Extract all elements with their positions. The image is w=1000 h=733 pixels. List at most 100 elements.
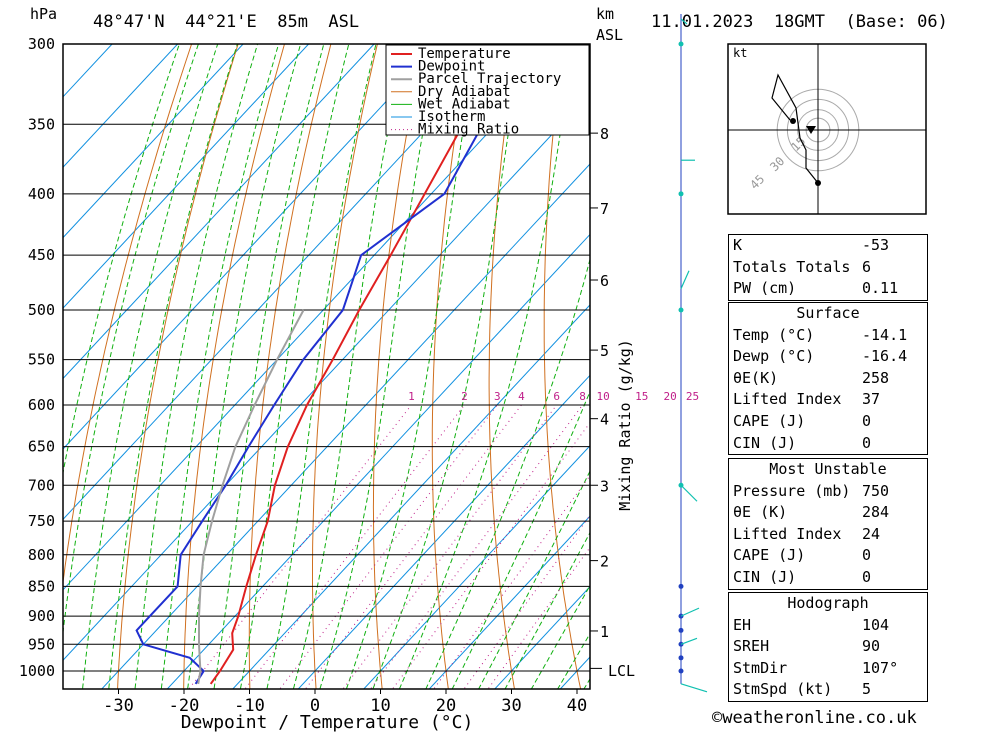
datetime-title: 11.01.2023 18GMT (Base: 06) <box>651 12 948 32</box>
dry-adiabat-line <box>372 44 425 689</box>
pressure-tick-label: 400 <box>28 185 55 203</box>
km-tick-label: 6 <box>600 272 609 290</box>
dry-adiabat-line <box>63 44 193 586</box>
mixing-ratio-label: 20 <box>663 390 676 403</box>
pressure-tick-label: 750 <box>28 512 55 530</box>
wet-adiabat-line <box>319 44 441 689</box>
mu-theta-label: θE (K) <box>733 503 788 522</box>
km-tick-label: 3 <box>600 477 609 495</box>
k-label: K <box>733 236 743 254</box>
parcel-trajectory-line <box>197 309 305 685</box>
isotherm-line <box>63 44 309 309</box>
isotherm-line <box>232 304 590 689</box>
mixing-ratio-line <box>391 421 590 689</box>
stmdir-label: StmDir <box>733 658 788 677</box>
pressure-tick-label: 850 <box>28 577 55 595</box>
wind-profile <box>678 14 708 693</box>
pressure-tick-label: 800 <box>28 546 55 564</box>
wind-barb <box>680 270 690 290</box>
wet-adiabat-line <box>63 44 199 637</box>
plot-frame <box>62 43 591 690</box>
x-tick-label: 0 <box>310 696 320 716</box>
x-tick-label: 20 <box>436 696 456 716</box>
wind-level-dot <box>678 41 684 47</box>
wind-barb <box>680 683 708 693</box>
pressure-tick-label: 600 <box>28 396 55 414</box>
pressure-tick-label: 450 <box>28 246 55 264</box>
wet-adiabat-line <box>292 44 407 689</box>
legend-label: Parcel Trajectory <box>418 71 561 87</box>
mixing-ratio-label: 25 <box>686 390 699 403</box>
mixing-ratio-line <box>342 404 558 689</box>
surface-dewp-value: -16.4 <box>862 347 908 366</box>
isotherm-line <box>63 44 375 380</box>
legend-label: Wet Adiabat <box>418 96 511 112</box>
km-label: km <box>596 5 615 23</box>
x-tick-label: -30 <box>103 696 134 716</box>
surface-cape-label: CAPE (J) <box>733 411 806 430</box>
hodograph-table: Hodograph EH 104 SREH 90 StmDir 107° StmSpd… <box>728 592 928 702</box>
legend-label: Isotherm <box>418 109 485 125</box>
most-unstable-table: Most Unstable Pressure (mb) 750 θE (K) 284… <box>728 458 928 590</box>
mixing-ratio-label: 1 <box>408 390 415 403</box>
surface-cin-value: 0 <box>862 433 872 452</box>
wet-adiabat-line <box>239 44 350 689</box>
dry-adiabat-line <box>543 44 582 689</box>
isotherm-line <box>63 92 590 661</box>
sreh-value: 90 <box>862 637 881 656</box>
pressure-tick-label: 300 <box>28 35 55 53</box>
lcl-label: LCL <box>608 662 635 680</box>
pw-label: PW (cm) <box>733 279 797 298</box>
wet-adiabat-line <box>345 44 479 689</box>
wind-barb <box>680 484 698 502</box>
wet-adiabat-line <box>425 257 590 689</box>
mixing-ratio-label: 2 <box>461 390 468 403</box>
surface-title: Surface <box>796 304 860 322</box>
mu-cin-value: 0 <box>862 567 872 586</box>
x-tick-label: -20 <box>169 696 200 716</box>
dry-adiabat-line <box>117 44 239 689</box>
isotherm-line <box>428 515 590 689</box>
hodograph-trace <box>771 73 819 184</box>
isotherm-line <box>363 444 590 689</box>
wet-adiabat-line <box>266 44 377 689</box>
isotherm-line <box>63 44 244 239</box>
stmspd-value: 5 <box>862 680 872 699</box>
mu-li-label: Lifted Index <box>733 524 842 543</box>
surface-theta-label: θE(K) <box>733 368 779 387</box>
wet-adiabat-line <box>504 531 590 689</box>
wind-level-dot <box>678 583 684 589</box>
tt-label: Totals Totals <box>733 257 851 276</box>
sreh-label: SREH <box>733 637 770 656</box>
pw-value: 0.11 <box>862 279 899 298</box>
wind-level-dot <box>678 668 684 674</box>
pressure-tick-label: 350 <box>28 115 55 133</box>
hodograph-title: Hodograph <box>787 594 869 612</box>
pressure-tick-label: 500 <box>28 301 55 319</box>
km-tick-label: 4 <box>600 411 609 429</box>
pressure-tick-label: 650 <box>28 438 55 456</box>
km-tick-label: 8 <box>600 125 609 143</box>
location-title: 48°47'N 44°21'E 85m ASL <box>93 12 360 32</box>
storm-motion-marker <box>806 126 816 134</box>
dry-adiabat-line <box>183 44 285 689</box>
mu-cin-label: CIN (J) <box>733 567 797 586</box>
mixing-ratio-line <box>369 404 583 689</box>
mixing-ratio-label: 3 <box>494 390 501 403</box>
km-tick-label: 7 <box>600 200 609 218</box>
wet-adiabat-line <box>63 44 180 476</box>
mixing-ratio-line <box>279 404 498 689</box>
hodograph-point <box>790 118 796 124</box>
x-tick-label: 40 <box>567 696 587 716</box>
mixing-ratio-axis-title: Mixing Ratio (g/kg) <box>616 339 634 511</box>
wind-level-dot <box>678 655 684 661</box>
wind-barb <box>680 637 698 645</box>
indices-table: K -53 Totals Totals 6 PW (cm) 0.11 <box>728 234 928 301</box>
mixing-ratio-line <box>244 404 465 689</box>
dry-adiabat-line <box>649 44 715 696</box>
pressure-tick-label: 900 <box>28 607 55 625</box>
asl-label: ASL <box>596 26 624 44</box>
wet-adiabat-line <box>108 44 238 689</box>
